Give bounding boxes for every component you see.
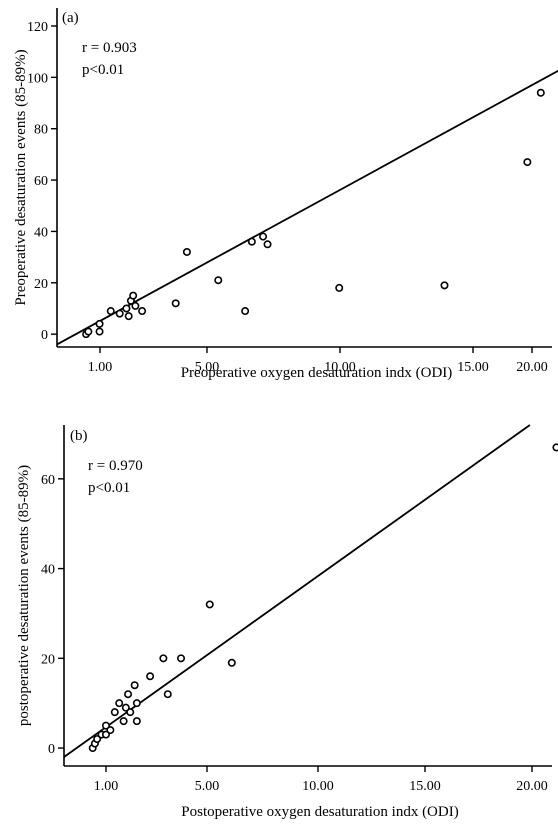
data-point — [119, 717, 128, 726]
data-point — [106, 307, 115, 316]
scatter-panel-b: 0 20 40 60 1.00 5.00 10.00 15.00 20.00 Postoperat… — [16, 424, 558, 820]
data-point — [552, 443, 558, 452]
x-tick-label: 10.00 — [324, 360, 356, 375]
data-point — [177, 654, 186, 663]
x-tick-label: 1.00 — [88, 360, 113, 375]
data-point — [115, 309, 124, 318]
panel-label: (b) — [70, 428, 88, 444]
data-point — [115, 699, 124, 708]
y-tick-label: 20 — [41, 652, 55, 667]
data-point — [129, 291, 138, 300]
y-axis-label: Preoperative desaturation events (85-89%… — [13, 49, 29, 305]
y-tick-label: 120 — [27, 20, 48, 35]
data-point — [523, 158, 532, 167]
x-tick-label: 5.00 — [195, 779, 220, 794]
data-point — [131, 301, 140, 310]
data-point — [182, 247, 191, 256]
data-point — [205, 600, 214, 609]
stat-annotation: r = 0.970 — [88, 458, 143, 474]
data-point — [241, 307, 250, 316]
data-point — [138, 307, 147, 316]
x-tick-label: 15.00 — [457, 360, 489, 375]
data-point — [93, 735, 102, 744]
data-point — [101, 721, 110, 730]
stat-annotation: r = 0.903 — [82, 40, 137, 56]
data-point — [124, 690, 133, 699]
data-point — [227, 658, 236, 667]
data-point — [163, 690, 172, 699]
data-point — [126, 708, 135, 717]
regression-line — [64, 424, 531, 758]
data-point — [335, 283, 344, 292]
data-point — [95, 327, 104, 336]
data-point — [124, 312, 133, 321]
y-tick-label: 0 — [48, 742, 55, 757]
data-point — [259, 232, 268, 241]
data-point — [132, 699, 141, 708]
stat-annotation: p<0.01 — [88, 480, 130, 496]
data-point — [171, 299, 180, 308]
data-point — [132, 717, 141, 726]
x-tick-label: 20.00 — [516, 779, 548, 794]
x-tick-label: 5.00 — [195, 360, 220, 375]
y-tick-label: 0 — [41, 328, 48, 343]
y-tick-label: 80 — [34, 123, 48, 138]
x-axis-label: Preoperative oxygen desaturation indx (O… — [181, 365, 453, 381]
data-point — [122, 304, 131, 313]
y-tick-label: 100 — [27, 71, 48, 86]
data-point — [130, 681, 139, 690]
data-point — [95, 319, 104, 328]
data-point — [101, 730, 110, 739]
x-tick-label: 20.00 — [516, 360, 548, 375]
data-point — [121, 703, 130, 712]
y-axis-label: postoperative desaturation events (85-89… — [16, 465, 32, 726]
regression-line — [57, 69, 558, 346]
data-point — [110, 708, 119, 717]
y-tick-label: 60 — [34, 174, 48, 189]
y-tick-label: 20 — [34, 277, 48, 292]
x-tick-label: 10.00 — [302, 779, 334, 794]
scatter-panel-a: 0 20 40 60 80 100 120 1.00 5.00 10.00 15.00 20.00 Pr… — [13, 8, 558, 381]
data-point — [247, 237, 256, 246]
data-point — [106, 726, 115, 735]
data-point — [263, 240, 272, 249]
data-point — [536, 88, 545, 97]
data-point — [440, 281, 449, 290]
x-tick-label: 15.00 — [409, 779, 441, 794]
y-tick-label: 40 — [41, 563, 55, 578]
stat-annotation: p<0.01 — [82, 62, 124, 78]
data-point — [84, 327, 93, 336]
panel-label: (a) — [62, 10, 79, 26]
x-axis-label: Postoperative oxygen desaturation indx (… — [181, 804, 458, 820]
y-tick-label: 60 — [41, 473, 55, 488]
data-point — [146, 672, 155, 681]
x-tick-label: 1.00 — [94, 779, 119, 794]
data-point — [214, 276, 223, 285]
y-tick-label: 40 — [34, 225, 48, 240]
data-point — [159, 654, 168, 663]
